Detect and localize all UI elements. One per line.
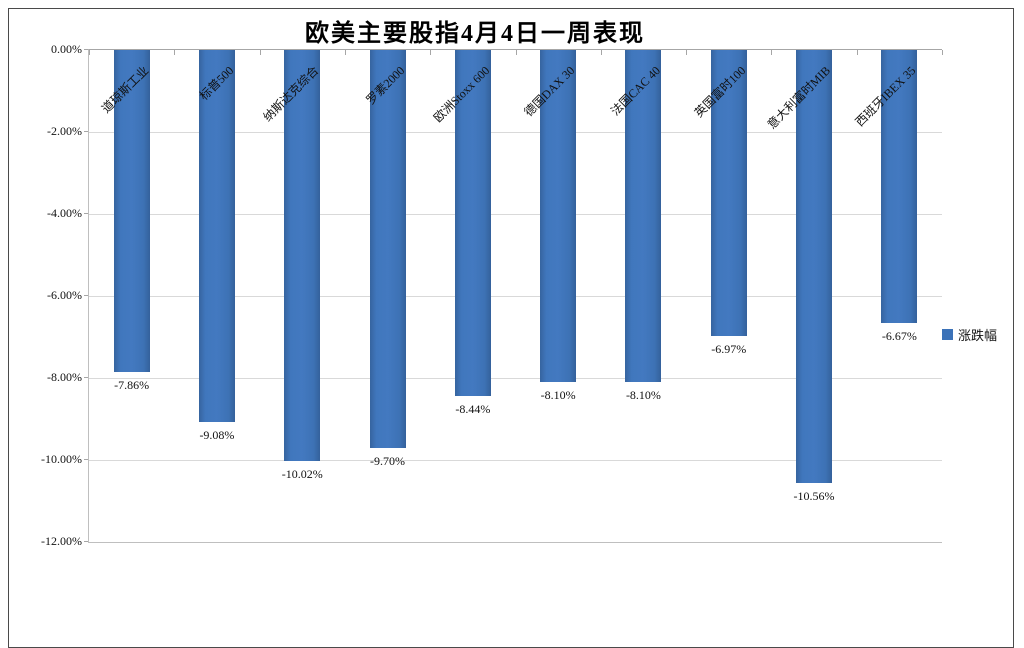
axis-tick xyxy=(84,49,88,50)
bar xyxy=(284,50,321,461)
y-axis-label: -10.00% xyxy=(41,452,82,466)
bar xyxy=(198,50,235,423)
chart-frame xyxy=(8,8,1014,648)
bar xyxy=(540,50,577,383)
axis-tick xyxy=(856,50,858,55)
chart-title: 欧美主要股指4月4日一周表现 xyxy=(305,21,645,47)
gridline xyxy=(89,378,942,379)
gridline xyxy=(89,214,942,215)
value-label: -6.97% xyxy=(711,341,747,356)
legend: 涨跌幅 xyxy=(942,325,997,344)
bar xyxy=(454,50,491,397)
y-axis-label: -12.00% xyxy=(41,534,82,548)
axis-tick xyxy=(771,50,773,55)
axis-tick xyxy=(344,50,346,55)
axis-tick xyxy=(259,50,261,55)
axis-tick xyxy=(84,295,88,296)
axis-tick xyxy=(430,50,432,55)
value-label: -8.10% xyxy=(540,388,576,403)
axis-tick xyxy=(84,377,88,378)
value-label: -7.86% xyxy=(114,378,150,393)
axis-tick xyxy=(84,213,88,214)
value-label: -10.56% xyxy=(793,488,835,503)
axis-tick xyxy=(174,50,176,55)
legend-marker-icon xyxy=(942,329,953,340)
value-label: -8.10% xyxy=(625,388,661,403)
y-axis-label: -4.00% xyxy=(47,206,82,220)
axis-tick xyxy=(89,50,90,55)
bar xyxy=(369,50,406,448)
bar xyxy=(625,50,662,383)
bar xyxy=(881,50,918,324)
axis-tick xyxy=(84,541,88,542)
legend-label: 涨跌幅 xyxy=(958,328,998,343)
bar xyxy=(113,50,150,373)
gridline xyxy=(89,460,942,461)
axis-tick xyxy=(515,50,517,55)
axis-tick xyxy=(942,50,943,55)
axis-tick xyxy=(600,50,602,55)
axis-tick xyxy=(686,50,688,55)
value-label: -9.08% xyxy=(199,428,235,443)
y-axis-label: -6.00% xyxy=(47,288,82,302)
value-label: -6.67% xyxy=(881,329,917,344)
y-axis-label: -2.00% xyxy=(47,124,82,138)
value-label: -9.70% xyxy=(370,453,406,468)
y-axis-label: 0.00% xyxy=(51,42,82,56)
axis-tick xyxy=(84,131,88,132)
y-axis-label: -8.00% xyxy=(47,370,82,384)
value-label: -10.02% xyxy=(281,466,323,481)
axis-tick xyxy=(84,459,88,460)
bar xyxy=(710,50,747,336)
value-label: -8.44% xyxy=(455,402,491,417)
gridline xyxy=(89,296,942,297)
bar xyxy=(796,50,833,483)
plot-area: -7.86% 道琼斯工业 -9.08% 标普500 -10.02% 纳斯达克综合 -9.70… xyxy=(88,49,943,543)
gridline xyxy=(89,132,942,133)
